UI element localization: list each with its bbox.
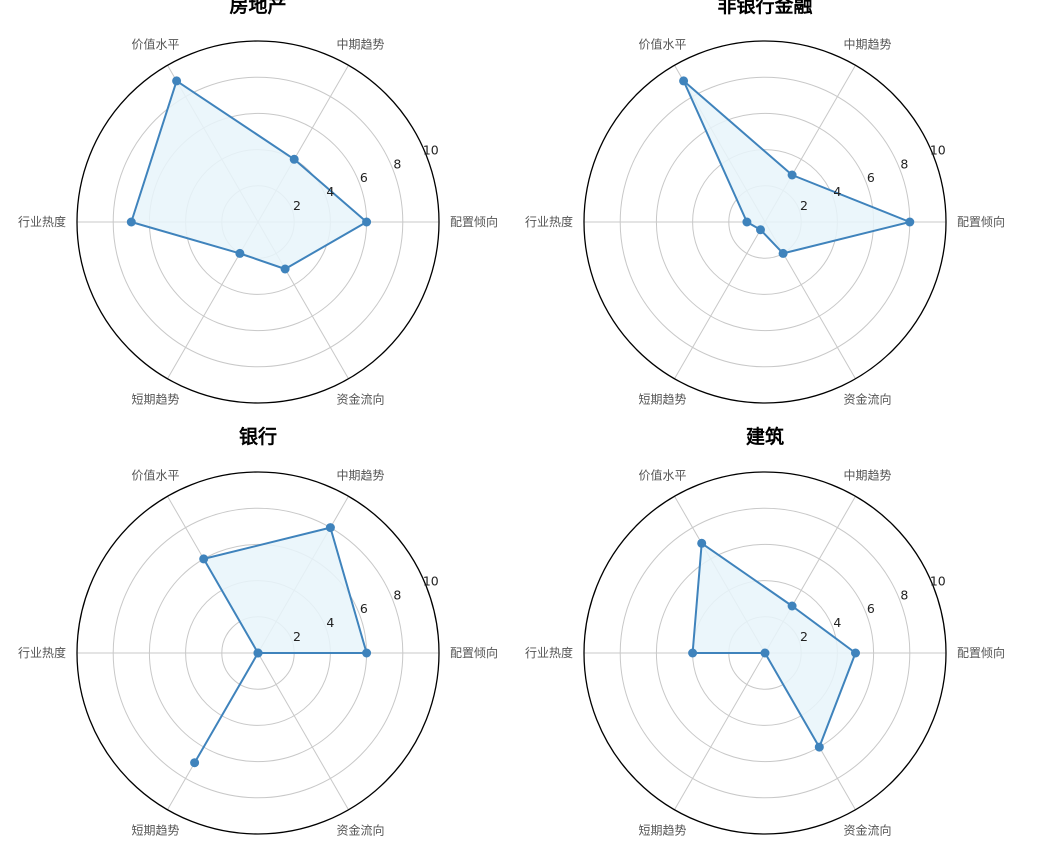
- radial-tick-label: 6: [867, 170, 875, 185]
- axis-label: 短期趋势: [131, 824, 179, 838]
- axis-label: 价值水平: [131, 468, 179, 483]
- data-point: [905, 217, 915, 227]
- radial-tick-label: 4: [833, 184, 841, 199]
- data-point: [325, 523, 335, 533]
- outer-ring: [76, 471, 440, 835]
- data-point: [362, 217, 372, 227]
- data-point: [289, 154, 299, 164]
- axis-label: 中期趋势: [843, 468, 891, 483]
- radial-tick-label: 6: [360, 601, 368, 616]
- axis-label: 中期趋势: [336, 37, 384, 52]
- data-point: [280, 264, 290, 274]
- radial-tick-label: 10: [423, 573, 439, 588]
- data-point: [126, 217, 136, 227]
- radial-tick-label: 2: [293, 198, 301, 213]
- radial-tick-label: 2: [293, 629, 301, 644]
- radial-tick-label: 6: [360, 170, 368, 185]
- axis-label: 行业热度: [18, 214, 66, 229]
- chart-title: 房地产: [229, 0, 286, 17]
- axis-label: 行业热度: [525, 214, 573, 229]
- outer-ring: [583, 40, 947, 404]
- data-point: [851, 648, 860, 658]
- axis-label: 行业热度: [525, 645, 573, 660]
- axis-label: 行业热度: [18, 645, 66, 660]
- radial-tick-label: 4: [326, 615, 334, 630]
- radial-tick-label: 8: [900, 156, 908, 171]
- axis-label: 中期趋势: [843, 37, 891, 52]
- radial-tick-label: 8: [393, 587, 401, 602]
- axis-label: 短期趋势: [638, 393, 686, 407]
- data-point: [190, 758, 200, 768]
- data-point: [778, 248, 788, 258]
- outer-ring: [76, 40, 440, 404]
- radial-spoke: [674, 652, 766, 811]
- radial-tick-label: 10: [423, 142, 439, 157]
- outer-ring: [583, 471, 947, 835]
- axis-label: 价值水平: [638, 37, 686, 52]
- data-point: [679, 76, 689, 86]
- data-point: [253, 648, 263, 658]
- radial-spoke: [674, 221, 766, 380]
- radial-tick-label: 2: [800, 629, 808, 644]
- chart-title: 银行: [239, 425, 277, 448]
- axis-label: 价值水平: [638, 468, 686, 483]
- axis-label: 资金流向: [843, 392, 891, 407]
- series-polygon: [130, 79, 368, 270]
- axis-label: 中期趋势: [336, 468, 384, 483]
- data-point: [787, 601, 797, 611]
- data-point: [362, 648, 372, 658]
- axis-label: 资金流向: [336, 392, 384, 407]
- data-point: [760, 648, 770, 658]
- data-point: [172, 76, 182, 86]
- radial-tick-label: 2: [800, 198, 808, 213]
- data-point: [697, 538, 707, 548]
- axis-label: 配置倾向: [957, 645, 1005, 660]
- data-point: [756, 225, 765, 235]
- data-point: [787, 170, 797, 180]
- radial-tick-label: 8: [393, 156, 401, 171]
- series-polygon: [193, 526, 368, 764]
- axis-label: 短期趋势: [131, 393, 179, 407]
- chart-title: 建筑: [746, 425, 784, 448]
- axis-label: 配置倾向: [957, 214, 1005, 229]
- radial-tick-label: 10: [930, 573, 946, 588]
- chart-title: 非银行金融: [717, 0, 812, 17]
- radial-tick-label: 4: [326, 184, 334, 199]
- radial-spoke: [257, 652, 349, 811]
- axis-label: 短期趋势: [638, 824, 686, 838]
- data-point: [742, 217, 752, 227]
- axis-label: 配置倾向: [450, 645, 498, 660]
- axis-label: 资金流向: [843, 823, 891, 838]
- radial-tick-label: 8: [900, 587, 908, 602]
- data-point: [235, 248, 245, 258]
- series-polygon: [691, 542, 857, 749]
- data-point: [199, 554, 209, 564]
- data-point: [688, 648, 698, 658]
- axis-label: 配置倾向: [450, 214, 498, 229]
- radial-tick-label: 4: [833, 615, 841, 630]
- radial-tick-label: 10: [930, 142, 946, 157]
- data-point: [814, 742, 824, 752]
- axis-label: 价值水平: [131, 37, 179, 52]
- axis-label: 资金流向: [336, 823, 384, 838]
- radial-tick-label: 6: [867, 601, 875, 616]
